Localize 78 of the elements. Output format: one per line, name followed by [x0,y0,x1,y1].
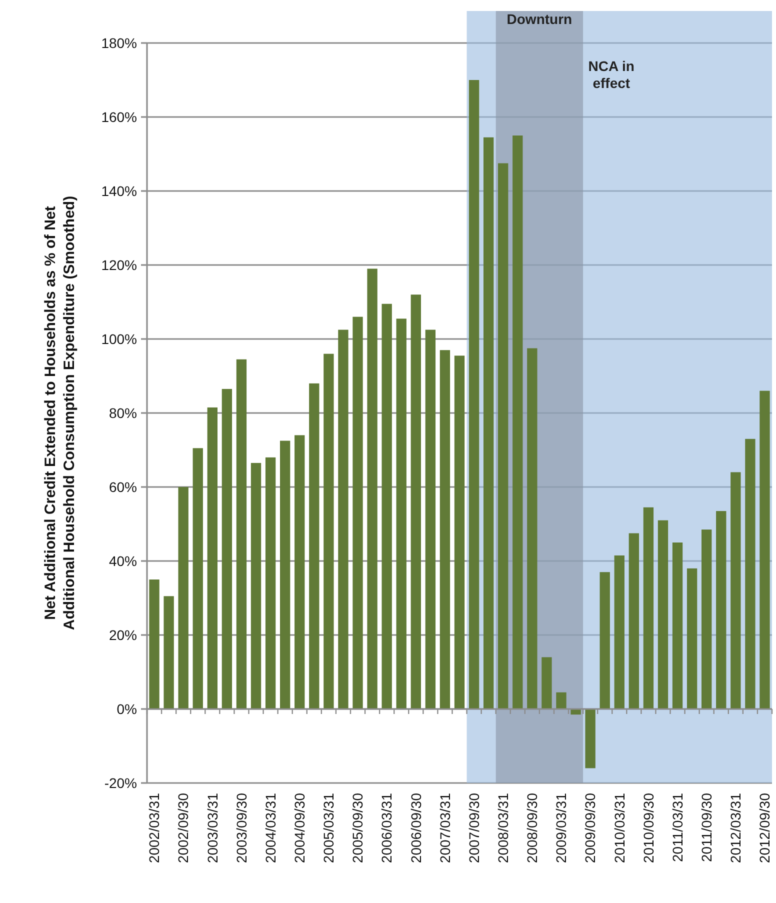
x-tick-label: 2006/09/30 [408,792,424,864]
bar [382,304,392,709]
bar [352,316,363,709]
x-tick-label: 2011/09/30 [698,792,714,862]
band-label: NCA in effect [588,58,634,91]
bar [760,390,770,709]
x-tick-label: 2008/03/31 [495,792,512,864]
bar [498,163,508,709]
x-tick-label: 2011/03/31 [669,792,686,862]
x-tick-label: 2002/03/31 [146,792,162,864]
bar [468,80,480,709]
band-label: Downturn [506,11,572,27]
x-tick-label: 2007/09/30 [466,792,482,864]
bar [396,318,406,709]
x-tick-label: 2002/09/30 [175,792,192,864]
x-tick-label: 2003/09/30 [233,792,250,864]
bar [440,350,450,709]
bar [585,709,596,768]
y-tick-label: -20% [104,774,137,791]
y-tick-label: 20% [108,626,137,643]
x-tick-label: 2012/09/30 [756,792,773,864]
bar [164,596,174,709]
bar [236,359,247,709]
x-tick-label: 2005/09/30 [350,792,366,864]
bar [207,407,218,709]
bar [614,555,624,709]
y-tick-label: 160% [101,108,137,125]
x-tick-label: 2010/03/31 [611,792,628,864]
bar [410,294,421,709]
x-tick-label: 2008/09/30 [524,792,540,864]
bar [192,448,203,709]
x-tick-label: 2004/03/31 [262,792,278,864]
bar [556,692,566,709]
bar [309,383,320,709]
x-tick-label: 2009/09/30 [582,792,598,864]
bar [222,388,232,709]
bar [294,435,305,709]
bar [324,354,334,709]
y-tick-label: 180% [101,34,137,51]
bar [730,472,741,709]
x-tick-label: 2006/03/31 [378,792,395,864]
bar [672,542,683,709]
y-tick-label: 40% [108,552,137,569]
y-tick-label: 80% [108,404,137,421]
y-tick-label: 0% [116,700,137,717]
bar [716,511,726,709]
bar [149,580,160,709]
y-tick-label: 60% [108,478,137,495]
bar [600,572,610,709]
y-axis-title: Net Additional Credit Extended to Households as % of Net Additional Household Consumption Expenditure (Smoothed) [42,196,78,630]
bar [527,348,538,709]
bar [686,568,698,709]
bar [265,457,276,709]
x-tick-label: 2007/03/31 [436,792,453,864]
x-tick-label: 2012/03/31 [728,792,744,864]
bar [280,440,290,709]
bar [542,657,552,709]
x-tick-label: 2003/03/31 [204,792,220,864]
bar [745,438,756,709]
bar [425,330,436,709]
x-tick-label: 2005/03/31 [320,792,337,864]
y-tick-label: 120% [101,256,137,273]
bar [338,330,348,709]
bar [628,533,640,709]
x-tick-label: 2004/09/30 [292,792,308,864]
bar [454,356,465,709]
bar [658,520,668,709]
x-tick-label: 2010/09/30 [640,792,656,864]
bar [250,462,262,709]
bar [643,507,654,709]
bar [483,137,494,709]
bar [178,487,188,709]
bar [702,530,712,709]
y-tick-label: 140% [101,182,137,199]
bar [512,136,523,709]
y-tick-label: 100% [101,330,137,347]
x-tick-label: 2009/03/31 [553,792,570,864]
bar [367,268,378,709]
